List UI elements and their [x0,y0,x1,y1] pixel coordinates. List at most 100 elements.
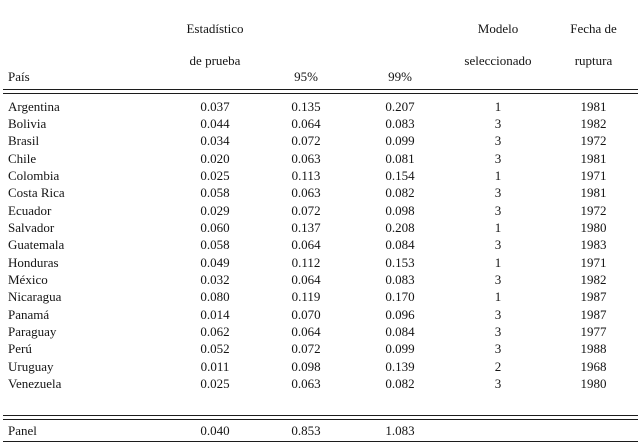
header-fecha-line2: ruptura [574,53,613,68]
cell-pais: Ecuador [8,202,52,218]
cell-95: 0.072 [291,133,321,149]
cell-estadistico: 0.037 [200,98,230,114]
cell-95: 0.064 [291,271,321,287]
cell-99: 0.208 [385,219,415,235]
cell-95: 0.119 [291,289,321,305]
table-row: Brasil 0.034 0.072 0.099 3 1972 [3,132,638,149]
cell-99: 0.099 [385,133,415,149]
header-estadistico-line2: de prueba [189,53,241,68]
cell-modelo: 3 [494,185,502,201]
cell-pais: Colombia [8,167,60,183]
cell-pais: Panamá [8,306,50,322]
cell-fecha: 1977 [580,323,607,339]
cell-modelo: 3 [494,237,502,253]
cell-estadistico: 0.011 [200,358,230,374]
cell-fecha: 1981 [580,185,607,201]
cell-95: 0.135 [291,98,321,114]
table-row: Chile 0.020 0.063 0.081 3 1981 [3,150,638,167]
header-modelo-line2: seleccionado [464,53,532,68]
cell-99: 0.098 [385,202,415,218]
cell-99: 0.084 [385,237,415,253]
cell-pais: México [8,271,48,287]
cell-estadistico: 0.058 [200,185,230,201]
cell-95: 0.113 [291,167,321,183]
table-row: Paraguay 0.062 0.064 0.084 3 1977 [3,323,638,340]
cell-99: 0.082 [385,376,415,391]
cell-pais: Guatemala [8,237,65,253]
cell-95: 0.853 [291,422,321,438]
cell-fecha: 1972 [580,202,607,218]
cell-pais: Perú [8,341,32,357]
cell-fecha: 1982 [580,115,607,131]
cell-modelo: 3 [494,202,502,218]
cell-99: 0.082 [385,185,415,201]
panel-gap [3,392,638,415]
cell-estadistico: 0.052 [200,341,230,357]
cell-modelo: 1 [494,98,502,114]
table-header-row: País Estadístico de prueba 95% 99% Model… [3,5,638,89]
cell-99: 1.083 [385,422,415,438]
cell-pais: Bolivia [8,115,47,131]
cell-modelo: 1 [494,289,502,305]
cell-pais: Venezuela [8,376,62,391]
cell-95: 0.064 [291,115,321,131]
cell-95: 0.063 [291,150,321,166]
cell-estadistico: 0.049 [200,254,230,270]
cell-modelo: 3 [494,133,502,149]
cell-95: 0.072 [291,341,321,357]
cell-modelo: 3 [494,306,502,322]
cell-pais: Honduras [8,254,59,270]
cell-pais: Paraguay [8,323,57,339]
cell-estadistico: 0.060 [200,219,230,235]
cell-99: 0.170 [385,289,415,305]
cell-fecha: 1987 [580,306,607,322]
cell-99: 0.083 [385,115,415,131]
cell-95: 0.063 [291,376,321,391]
table-row: Ecuador 0.029 0.072 0.098 3 1972 [3,202,638,219]
cell-estadistico: 0.062 [200,323,230,339]
header-fecha: Fecha de ruptura [549,5,638,89]
cell-95: 0.064 [291,323,321,339]
cell-estadistico: 0.025 [200,167,230,183]
cell-99: 0.096 [385,306,415,322]
cell-99: 0.154 [385,167,415,183]
table-row: Venezuela 0.025 0.063 0.082 3 1980 [3,375,638,392]
cell-95: 0.070 [291,306,321,322]
cell-modelo: 3 [494,115,502,131]
table-body: Argentina 0.037 0.135 0.207 1 1981 Boliv… [3,94,638,393]
table-row: México 0.032 0.064 0.083 3 1982 [3,271,638,288]
cell-pais: Costa Rica [8,185,65,201]
cell-modelo: 3 [494,341,502,357]
cell-99: 0.153 [385,254,415,270]
table-row: Nicaragua 0.080 0.119 0.170 1 1987 [3,288,638,305]
header-double-rule [3,89,638,94]
header-fecha-line1: Fecha de [570,21,617,36]
cell-95: 0.064 [291,237,321,253]
cell-99: 0.207 [385,98,415,114]
cell-modelo: 3 [494,323,502,339]
cell-95: 0.112 [291,254,321,270]
cell-fecha: 1971 [580,167,607,183]
table-row: Bolivia 0.044 0.064 0.083 3 1982 [3,115,638,132]
table-row: Costa Rica 0.058 0.063 0.082 3 1981 [3,184,638,201]
cell-99: 0.084 [385,323,415,339]
cell-estadistico: 0.029 [200,202,230,218]
header-estadistico: Estadístico de prueba [171,5,259,89]
cell-95: 0.063 [291,185,321,201]
cell-pais: Uruguay [8,358,54,374]
cell-95: 0.072 [291,202,321,218]
cell-estadistico: 0.014 [200,306,230,322]
cell-fecha: 1981 [580,98,607,114]
cell-99: 0.083 [385,271,415,287]
table-row: Honduras 0.049 0.112 0.153 1 1971 [3,254,638,271]
header-pais: País [8,69,30,84]
cell-modelo: 3 [494,150,502,166]
panel-row: Panel 0.040 0.853 1.083 [3,420,638,441]
cell-fecha: 1981 [580,150,607,166]
cell-estadistico: 0.058 [200,237,230,253]
cell-pais: Brasil [8,133,40,149]
table-row: Colombia 0.025 0.113 0.154 1 1971 [3,167,638,184]
cell-fecha: 1980 [580,376,607,391]
cell-fecha: 1988 [580,341,607,357]
table-row: Uruguay 0.011 0.098 0.139 2 1968 [3,358,638,375]
